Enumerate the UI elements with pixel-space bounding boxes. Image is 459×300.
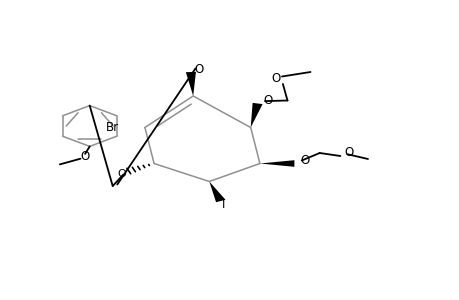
Text: O: O xyxy=(80,150,90,164)
Text: I: I xyxy=(221,197,224,211)
Polygon shape xyxy=(259,160,294,167)
Text: O: O xyxy=(299,154,308,167)
Text: O: O xyxy=(263,94,272,107)
Text: O: O xyxy=(270,72,280,85)
Polygon shape xyxy=(209,182,225,202)
Text: Br: Br xyxy=(106,121,119,134)
Text: O: O xyxy=(194,63,203,76)
Polygon shape xyxy=(185,72,196,96)
Polygon shape xyxy=(250,103,262,128)
Text: O: O xyxy=(117,169,126,179)
Text: O: O xyxy=(343,146,353,160)
